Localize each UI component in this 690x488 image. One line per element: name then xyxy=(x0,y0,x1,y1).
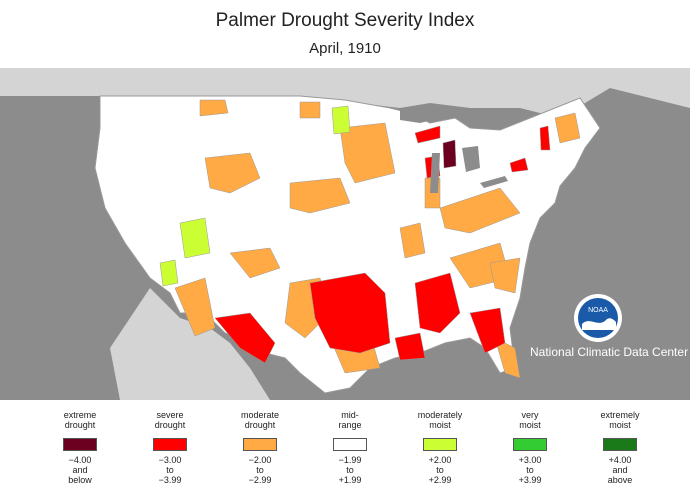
legend-label: mid- range xyxy=(338,410,362,430)
map-subtitle: April, 1910 xyxy=(309,40,381,57)
us-map: NOAA xyxy=(0,68,690,400)
legend-range: −3.00 to −3.99 xyxy=(158,455,182,485)
legend-swatch xyxy=(423,438,457,451)
west-texas-severe xyxy=(214,312,276,364)
colorado-region xyxy=(229,247,281,279)
legend-range: −1.99 to +1.99 xyxy=(338,455,362,485)
michigan-extreme xyxy=(442,139,457,169)
map-title: Palmer Drought Severity Index xyxy=(215,10,475,31)
legend-range: +3.00 to +3.99 xyxy=(518,455,542,485)
legend-range: +2.00 to +2.99 xyxy=(428,455,452,485)
legend-swatch xyxy=(333,438,367,451)
legend-label: severe drought xyxy=(154,410,186,430)
ohio-region xyxy=(439,187,521,234)
legend-item: very moist +3.00 to +3.99 xyxy=(490,410,570,485)
legend-swatch xyxy=(603,438,637,451)
legend-swatch xyxy=(513,438,547,451)
wyoming-region xyxy=(204,152,261,194)
legend-item: severe drought −3.00 to −3.99 xyxy=(130,410,210,485)
legend-range: +4.00 and above xyxy=(607,455,633,485)
oklahoma-texas-severe xyxy=(309,272,391,354)
upper-michigan-severe xyxy=(414,125,441,144)
great-lakes xyxy=(400,106,508,193)
georgia-severe xyxy=(469,307,506,354)
indiana-region xyxy=(399,222,426,259)
mexico-land xyxy=(110,288,270,400)
nd-moist xyxy=(331,105,351,135)
moderate-drought-regions xyxy=(174,99,581,379)
legend-label: extremely moist xyxy=(600,410,640,430)
vermont-severe xyxy=(539,125,551,151)
alabama-severe xyxy=(414,272,461,334)
legend-label: moderate drought xyxy=(240,410,280,430)
montana-region xyxy=(199,99,229,117)
nebraska-region xyxy=(289,177,351,214)
legend-range: −4.00 and below xyxy=(68,455,92,485)
canada-land xyxy=(0,68,690,118)
arizona-region xyxy=(174,277,216,337)
legend: extreme drought −4.00 and below severe dro… xyxy=(40,410,660,486)
utah-moist xyxy=(179,217,211,259)
lake-superior xyxy=(400,106,450,123)
maine-region xyxy=(554,112,581,144)
map-panel: NOAA xyxy=(0,68,690,400)
lake-michigan xyxy=(430,153,440,193)
carolina-region xyxy=(489,257,521,294)
lake-huron xyxy=(462,146,480,172)
legend-label: very moist xyxy=(519,410,541,430)
louisiana-severe xyxy=(394,332,426,361)
legend-item: extreme drought −4.00 and below xyxy=(40,410,120,485)
legend-label: moderately moist xyxy=(417,410,463,430)
legend-item: mid- range −1.99 to +1.99 xyxy=(310,410,390,485)
legend-item: extremely moist +4.00 and above xyxy=(580,410,660,485)
legend-item: moderately moist +2.00 to +2.99 xyxy=(400,410,480,485)
legend-range: −2.00 to −2.99 xyxy=(248,455,272,485)
nevada-moist xyxy=(159,259,179,287)
legend-swatch xyxy=(243,438,277,451)
nd-region xyxy=(299,101,321,119)
legend-swatch xyxy=(63,438,97,451)
minnesota-region xyxy=(339,122,396,184)
noaa-logo-text: NOAA xyxy=(588,307,608,314)
agency-label: National Climatic Data Center xyxy=(530,345,689,359)
legend-item: moderate drought −2.00 to −2.99 xyxy=(220,410,300,485)
florida-region xyxy=(494,337,521,379)
severe-drought-regions xyxy=(214,125,551,364)
legend-swatch xyxy=(153,438,187,451)
moderately-moist-regions xyxy=(159,105,351,287)
legend-label: extreme drought xyxy=(63,410,97,430)
lake-erie xyxy=(480,176,508,188)
ny-severe xyxy=(509,157,529,173)
noaa-logo: NOAA xyxy=(574,294,622,342)
